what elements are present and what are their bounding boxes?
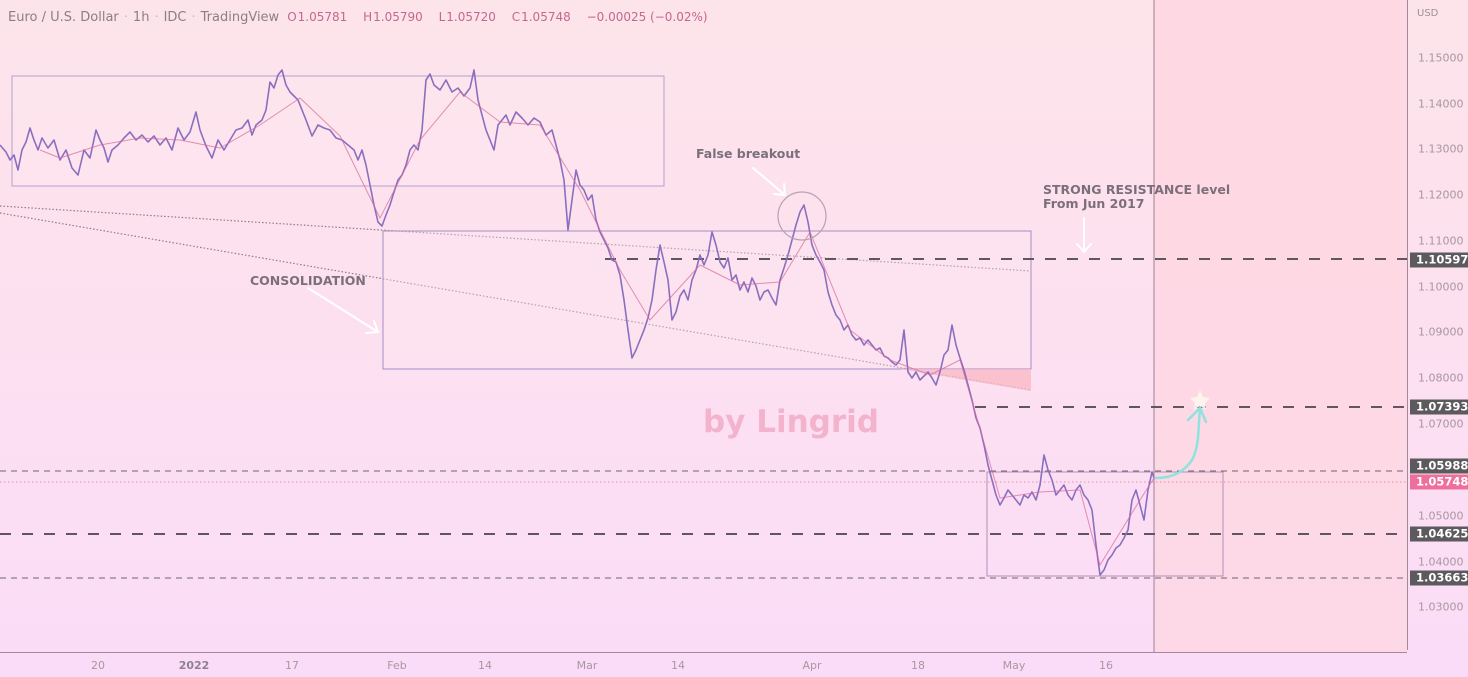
open-label: O <box>287 10 297 24</box>
time-tick: Feb <box>387 659 407 672</box>
time-tick: 17 <box>285 659 299 672</box>
ohlc-values: O1.05781 H1.05790 L1.05720 C1.05748 −0.0… <box>287 10 713 24</box>
exchange: IDC <box>163 10 187 25</box>
level-tag-1-03663[interactable]: 1.03663 <box>1410 570 1468 586</box>
high-value: 1.05790 <box>373 10 423 24</box>
resistance-label-line1[interactable]: STRONG RESISTANCE level <box>1043 182 1231 197</box>
false-breakout-arrow <box>752 167 786 196</box>
time-tick: 18 <box>911 659 925 672</box>
price-tick: 1.05000 <box>1418 509 1464 523</box>
price-tick: 1.07000 <box>1418 417 1464 431</box>
change-value: −0.00025 (−0.02%) <box>586 10 708 24</box>
forecast-zone <box>1154 0 1407 652</box>
price-tick: 1.13000 <box>1418 142 1464 156</box>
data-source: TradingView <box>200 10 280 25</box>
projection-arrow <box>1154 390 1210 480</box>
price-tick: 1.11000 <box>1418 234 1464 248</box>
price-series <box>0 69 1155 576</box>
false-breakout-arrowhead <box>773 183 787 197</box>
resistance-label-line2[interactable]: From Jun 2017 <box>1043 196 1145 211</box>
high-label: H <box>363 10 373 24</box>
price-tick: 1.14000 <box>1418 97 1464 111</box>
time-axis[interactable]: 20 2022 17 Feb 14 Mar 14 Apr 18 May 16 <box>0 652 1407 677</box>
close-label: C <box>511 10 521 24</box>
time-tick: Mar <box>576 659 598 672</box>
time-tick: 14 <box>478 659 492 672</box>
price-tick: 1.04000 <box>1418 555 1464 569</box>
open-value: 1.05781 <box>297 10 348 24</box>
watermark: by Lingrid <box>703 404 879 440</box>
level-tag-1-04625[interactable]: 1.04625 <box>1410 526 1468 542</box>
level-tag-1-05988[interactable]: 1.05988 <box>1410 458 1468 474</box>
consolidation-arrow <box>307 287 379 333</box>
lower-trendline <box>0 212 1032 391</box>
current-price-tag[interactable]: 1.05748 <box>1410 474 1468 490</box>
low-value: 1.05720 <box>446 10 496 24</box>
separator: · <box>154 10 159 25</box>
price-tick: 1.08000 <box>1418 371 1464 385</box>
upper-trendline <box>0 205 1032 272</box>
close-value: 1.05748 <box>521 10 571 24</box>
low-label: L <box>438 10 446 24</box>
consolidation-label[interactable]: CONSOLIDATION <box>250 273 366 288</box>
price-plot[interactable] <box>0 0 1407 652</box>
price-tick: 1.12000 <box>1418 188 1464 202</box>
interval[interactable]: 1h <box>132 10 150 25</box>
annotation-arrows <box>307 167 1092 334</box>
false-breakout-label[interactable]: False breakout <box>696 146 801 161</box>
level-tag-1-10597[interactable]: 1.10597 <box>1410 252 1468 268</box>
symbol-header: Euro / U.S. Dollar · 1h · IDC · TradingV… <box>8 10 714 25</box>
separator: · <box>191 10 196 25</box>
separator: · <box>123 10 128 25</box>
time-tick: 16 <box>1099 659 1113 672</box>
consolidation-box[interactable] <box>382 230 1032 370</box>
time-tick: May <box>1002 659 1026 672</box>
current-range-box[interactable] <box>986 471 1224 577</box>
early-range-box[interactable] <box>11 75 665 187</box>
price-tick: 1.10000 <box>1418 280 1464 294</box>
symbol-name[interactable]: Euro / U.S. Dollar <box>8 10 119 25</box>
price-axis[interactable]: USD 1.15000 1.14000 1.13000 1.12000 1.11… <box>1407 0 1468 650</box>
time-tick: Apr <box>802 659 822 672</box>
time-tick: 20 <box>91 659 105 672</box>
price-tick: 1.09000 <box>1418 325 1464 339</box>
price-tick: 1.15000 <box>1418 51 1464 65</box>
time-tick: 14 <box>671 659 685 672</box>
resistance-arrowhead <box>1076 243 1092 254</box>
currency-label: USD <box>1417 8 1439 19</box>
time-tick-year: 2022 <box>178 659 210 672</box>
price-tick: 1.03000 <box>1418 600 1464 614</box>
star-icon <box>1190 390 1210 410</box>
level-tag-1-07393[interactable]: 1.07393 <box>1410 399 1468 415</box>
consolidation-arrowhead <box>365 320 380 334</box>
false-breakout-circle <box>777 191 827 241</box>
